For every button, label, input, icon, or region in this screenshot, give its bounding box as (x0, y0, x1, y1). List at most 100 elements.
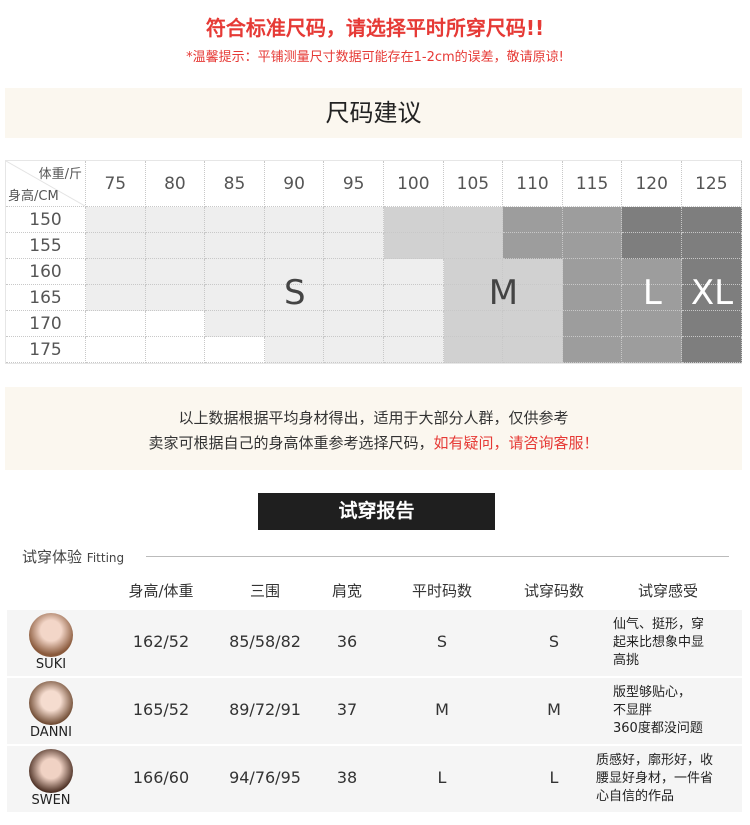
size-cell (562, 285, 623, 311)
cell-shoulder: 36 (336, 632, 358, 651)
size-cell (682, 233, 742, 259)
size-cell (503, 311, 563, 337)
cell-usual: M (435, 700, 449, 719)
size-cell (324, 311, 384, 337)
weight-header: 90 (264, 161, 325, 207)
size-cell (145, 233, 206, 259)
size-cell (562, 311, 623, 337)
tester-name: DANNI (30, 725, 72, 740)
note-line-2: 卖家可根据自己的身高体重参考选择尺码， (148, 434, 434, 452)
contact-service-text: 如有疑问，请咨询客服！ (433, 434, 599, 452)
size-cell (384, 259, 444, 285)
size-cell (384, 207, 444, 233)
size-label: L (642, 273, 662, 313)
size-cell (562, 259, 623, 285)
cell-tried: M (547, 700, 561, 719)
weight-header: 105 (443, 161, 504, 207)
size-cell (205, 311, 265, 337)
size-cell (682, 285, 742, 311)
size-cell (443, 233, 504, 259)
cell-shoulder: 37 (336, 700, 358, 719)
cell-bwh: 94/76/95 (229, 768, 301, 787)
size-cell (622, 233, 682, 259)
height-header: 170 (6, 311, 86, 337)
size-cell (264, 285, 325, 311)
size-cell (264, 337, 325, 363)
feedback-line: 360度都没问题 (613, 721, 703, 736)
size-cell (443, 207, 504, 233)
divider (146, 556, 729, 557)
size-cell (324, 233, 384, 259)
weight-header: 125 (682, 161, 742, 207)
weight-header: 120 (622, 161, 682, 207)
size-cell (622, 285, 682, 311)
size-cell (145, 337, 206, 363)
size-cell (86, 259, 146, 285)
column-header: 身高/体重 (128, 582, 194, 600)
fitting-section-title: 试穿体验 Fitting (22, 546, 124, 567)
size-cell (205, 233, 265, 259)
size-cell (324, 337, 384, 363)
corner-cell: 体重/斤 身高/CM (6, 161, 86, 207)
cell-usual: L (437, 768, 447, 787)
size-cell (86, 337, 146, 363)
feedback-line: 仙气、挺形，穿 (613, 617, 705, 632)
cell-bwh: 85/58/82 (229, 632, 301, 651)
feedback-line: 起来比想象中显 (613, 635, 705, 650)
tester-name: SUKI (35, 657, 67, 672)
size-cell (562, 337, 623, 363)
section-title-cn: 试穿体验 (22, 548, 83, 566)
size-cell (503, 285, 563, 311)
size-cell (324, 207, 384, 233)
cell-tried: L (549, 768, 559, 787)
cell-shoulder: 38 (336, 768, 358, 787)
feedback-line: 版型够贴心， (613, 685, 692, 700)
size-cell (562, 207, 623, 233)
column-header: 三围 (249, 582, 280, 600)
size-chart: 体重/斤 身高/CM 75 80 85 90 95 100 105 110 115 120 125 1… (5, 160, 742, 364)
note-line-1: 以上数据根据平均身材得出，适用于大部分人群，仅供参考 (178, 409, 569, 427)
cell-usual: S (436, 632, 448, 651)
column-header: 试穿码数 (523, 582, 584, 600)
size-cell (264, 233, 325, 259)
cell-bwh: 89/72/91 (229, 700, 301, 719)
cell-hw: 162/52 (132, 632, 190, 651)
weight-header: 100 (384, 161, 444, 207)
weight-header: 80 (145, 161, 206, 207)
size-cell (622, 337, 682, 363)
tester-name: SWEN (31, 793, 71, 808)
feedback-line: 不显胖 (613, 703, 653, 718)
avatar (29, 613, 73, 657)
column-header: 肩宽 (331, 582, 362, 600)
size-note: 以上数据根据平均身材得出，适用于大部分人群，仅供参考 卖家可根据自己的身高体重参… (5, 387, 742, 470)
size-cell (384, 311, 444, 337)
weight-header: 85 (205, 161, 265, 207)
size-cell (443, 311, 504, 337)
section-title-en: Fitting (86, 551, 125, 565)
fitting-feedback: 仙气、挺形，穿 起来比想象中显 高挑 (613, 616, 704, 670)
size-cell (443, 285, 504, 311)
size-cell (205, 207, 265, 233)
report-title: 试穿报告 (258, 493, 495, 530)
height-axis-label: 身高/CM (8, 189, 59, 204)
size-label: M (488, 273, 519, 313)
size-cell (622, 207, 682, 233)
size-cell (86, 207, 146, 233)
size-cell (503, 259, 563, 285)
size-cell (205, 259, 265, 285)
tester-row: DANNI 165/52 89/72/91 37 M M 版型够贴心， 不显胖 360度都没问题 (7, 678, 742, 744)
height-header: 165 (6, 285, 86, 311)
feedback-line: 腰显好身材，一件省 (596, 771, 714, 786)
weight-header: 75 (86, 161, 146, 207)
fitting-feedback: 质感好，廓形好，收 腰显好身材，一件省 心自信的作品 (596, 752, 713, 806)
size-section-title: 尺码建议 (5, 88, 742, 138)
size-cell (145, 285, 206, 311)
weight-axis-label: 体重/斤 (38, 167, 82, 182)
size-cell (205, 337, 265, 363)
height-header: 175 (6, 337, 86, 363)
avatar (29, 681, 73, 725)
weight-header: 115 (562, 161, 623, 207)
size-label: S (284, 273, 306, 313)
cell-hw: 165/52 (132, 700, 190, 719)
avatar (29, 749, 73, 793)
